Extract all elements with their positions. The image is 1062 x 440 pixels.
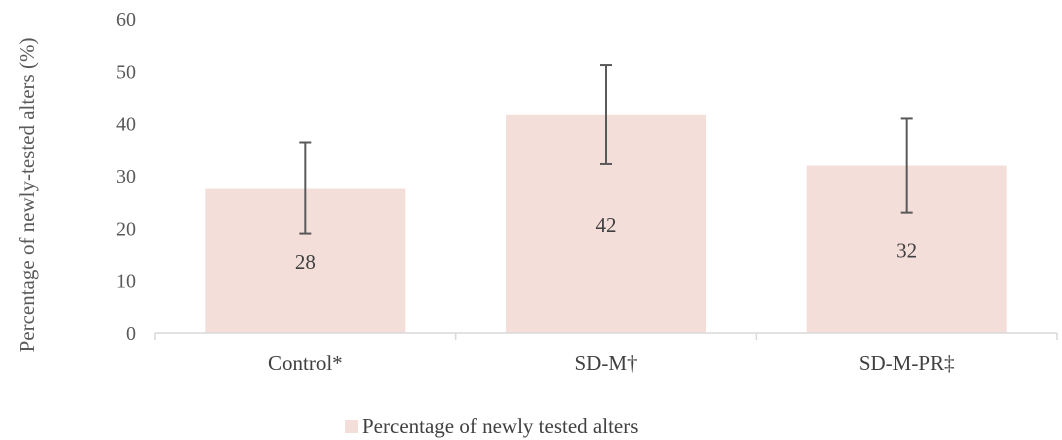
y-axis-label: Percentage of newly-tested alters (%): [15, 38, 39, 353]
y-tick-label: 50: [116, 61, 136, 83]
y-tick-label: 40: [116, 114, 136, 136]
y-tick-label: 30: [116, 166, 136, 188]
category-label: Control*: [268, 351, 343, 375]
error-bar: [900, 117, 913, 214]
y-axis-ticks: 0 10 20 30 40 50 60: [116, 9, 136, 345]
error-bar: [299, 141, 312, 235]
category-label: SD-M†: [574, 351, 637, 375]
y-tick-label: 60: [116, 9, 136, 31]
data-label: 42: [596, 213, 617, 237]
data-labels: 28 42 32: [295, 213, 917, 274]
error-bar: [600, 64, 612, 165]
category-labels: Control* SD-M† SD-M-PR‡: [268, 351, 955, 375]
category-label: SD-M-PR‡: [859, 351, 955, 375]
y-tick-label: 0: [126, 323, 136, 345]
y-tick-label: 20: [116, 218, 136, 240]
legend-label: Percentage of newly tested alters: [362, 414, 639, 438]
data-label: 32: [896, 238, 917, 262]
y-tick-label: 10: [116, 271, 136, 293]
data-label: 28: [295, 250, 316, 274]
legend-swatch: [345, 420, 358, 433]
error-bars: [299, 64, 913, 235]
legend: Percentage of newly tested alters: [345, 414, 638, 439]
x-axis-ticks: [154, 333, 1058, 340]
